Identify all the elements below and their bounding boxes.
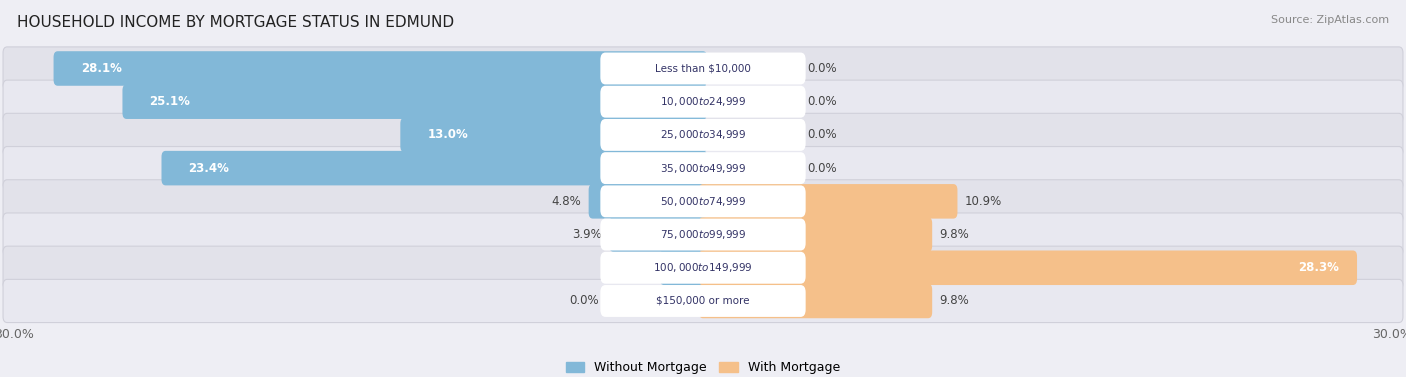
Text: 0.0%: 0.0% [807, 95, 837, 108]
FancyBboxPatch shape [600, 285, 806, 317]
Text: $75,000 to $99,999: $75,000 to $99,999 [659, 228, 747, 241]
FancyBboxPatch shape [589, 184, 707, 219]
Text: 3.9%: 3.9% [572, 228, 602, 241]
FancyBboxPatch shape [122, 84, 707, 119]
Text: 1.7%: 1.7% [623, 261, 652, 274]
FancyBboxPatch shape [401, 118, 707, 152]
Text: $25,000 to $34,999: $25,000 to $34,999 [659, 129, 747, 141]
FancyBboxPatch shape [3, 147, 1403, 190]
FancyBboxPatch shape [699, 217, 932, 252]
Text: 23.4%: 23.4% [188, 162, 229, 175]
Text: 0.0%: 0.0% [569, 294, 599, 308]
Text: $10,000 to $24,999: $10,000 to $24,999 [659, 95, 747, 108]
FancyBboxPatch shape [600, 152, 806, 184]
FancyBboxPatch shape [600, 185, 806, 217]
Text: 9.8%: 9.8% [939, 228, 969, 241]
FancyBboxPatch shape [609, 217, 707, 252]
FancyBboxPatch shape [3, 279, 1403, 323]
Text: $35,000 to $49,999: $35,000 to $49,999 [659, 162, 747, 175]
FancyBboxPatch shape [600, 119, 806, 151]
Text: 0.0%: 0.0% [807, 62, 837, 75]
FancyBboxPatch shape [3, 180, 1403, 223]
Text: 10.9%: 10.9% [965, 195, 1002, 208]
FancyBboxPatch shape [600, 86, 806, 118]
FancyBboxPatch shape [3, 213, 1403, 256]
FancyBboxPatch shape [3, 113, 1403, 156]
Text: 4.8%: 4.8% [551, 195, 581, 208]
FancyBboxPatch shape [3, 246, 1403, 290]
Text: Less than $10,000: Less than $10,000 [655, 63, 751, 74]
Text: 0.0%: 0.0% [807, 162, 837, 175]
Text: HOUSEHOLD INCOME BY MORTGAGE STATUS IN EDMUND: HOUSEHOLD INCOME BY MORTGAGE STATUS IN E… [17, 15, 454, 30]
FancyBboxPatch shape [162, 151, 707, 185]
FancyBboxPatch shape [600, 219, 806, 250]
Text: $100,000 to $149,999: $100,000 to $149,999 [654, 261, 752, 274]
FancyBboxPatch shape [600, 52, 806, 84]
Text: 13.0%: 13.0% [427, 129, 468, 141]
Text: 28.1%: 28.1% [80, 62, 121, 75]
Text: 9.8%: 9.8% [939, 294, 969, 308]
Text: Source: ZipAtlas.com: Source: ZipAtlas.com [1271, 15, 1389, 25]
FancyBboxPatch shape [600, 252, 806, 284]
Text: 0.0%: 0.0% [807, 129, 837, 141]
Text: 25.1%: 25.1% [149, 95, 190, 108]
FancyBboxPatch shape [699, 284, 932, 318]
Text: $150,000 or more: $150,000 or more [657, 296, 749, 306]
FancyBboxPatch shape [3, 80, 1403, 123]
Text: 28.3%: 28.3% [1298, 261, 1339, 274]
Legend: Without Mortgage, With Mortgage: Without Mortgage, With Mortgage [561, 356, 845, 377]
FancyBboxPatch shape [53, 51, 707, 86]
FancyBboxPatch shape [3, 47, 1403, 90]
FancyBboxPatch shape [659, 250, 707, 285]
FancyBboxPatch shape [699, 184, 957, 219]
FancyBboxPatch shape [699, 250, 1357, 285]
Text: $50,000 to $74,999: $50,000 to $74,999 [659, 195, 747, 208]
